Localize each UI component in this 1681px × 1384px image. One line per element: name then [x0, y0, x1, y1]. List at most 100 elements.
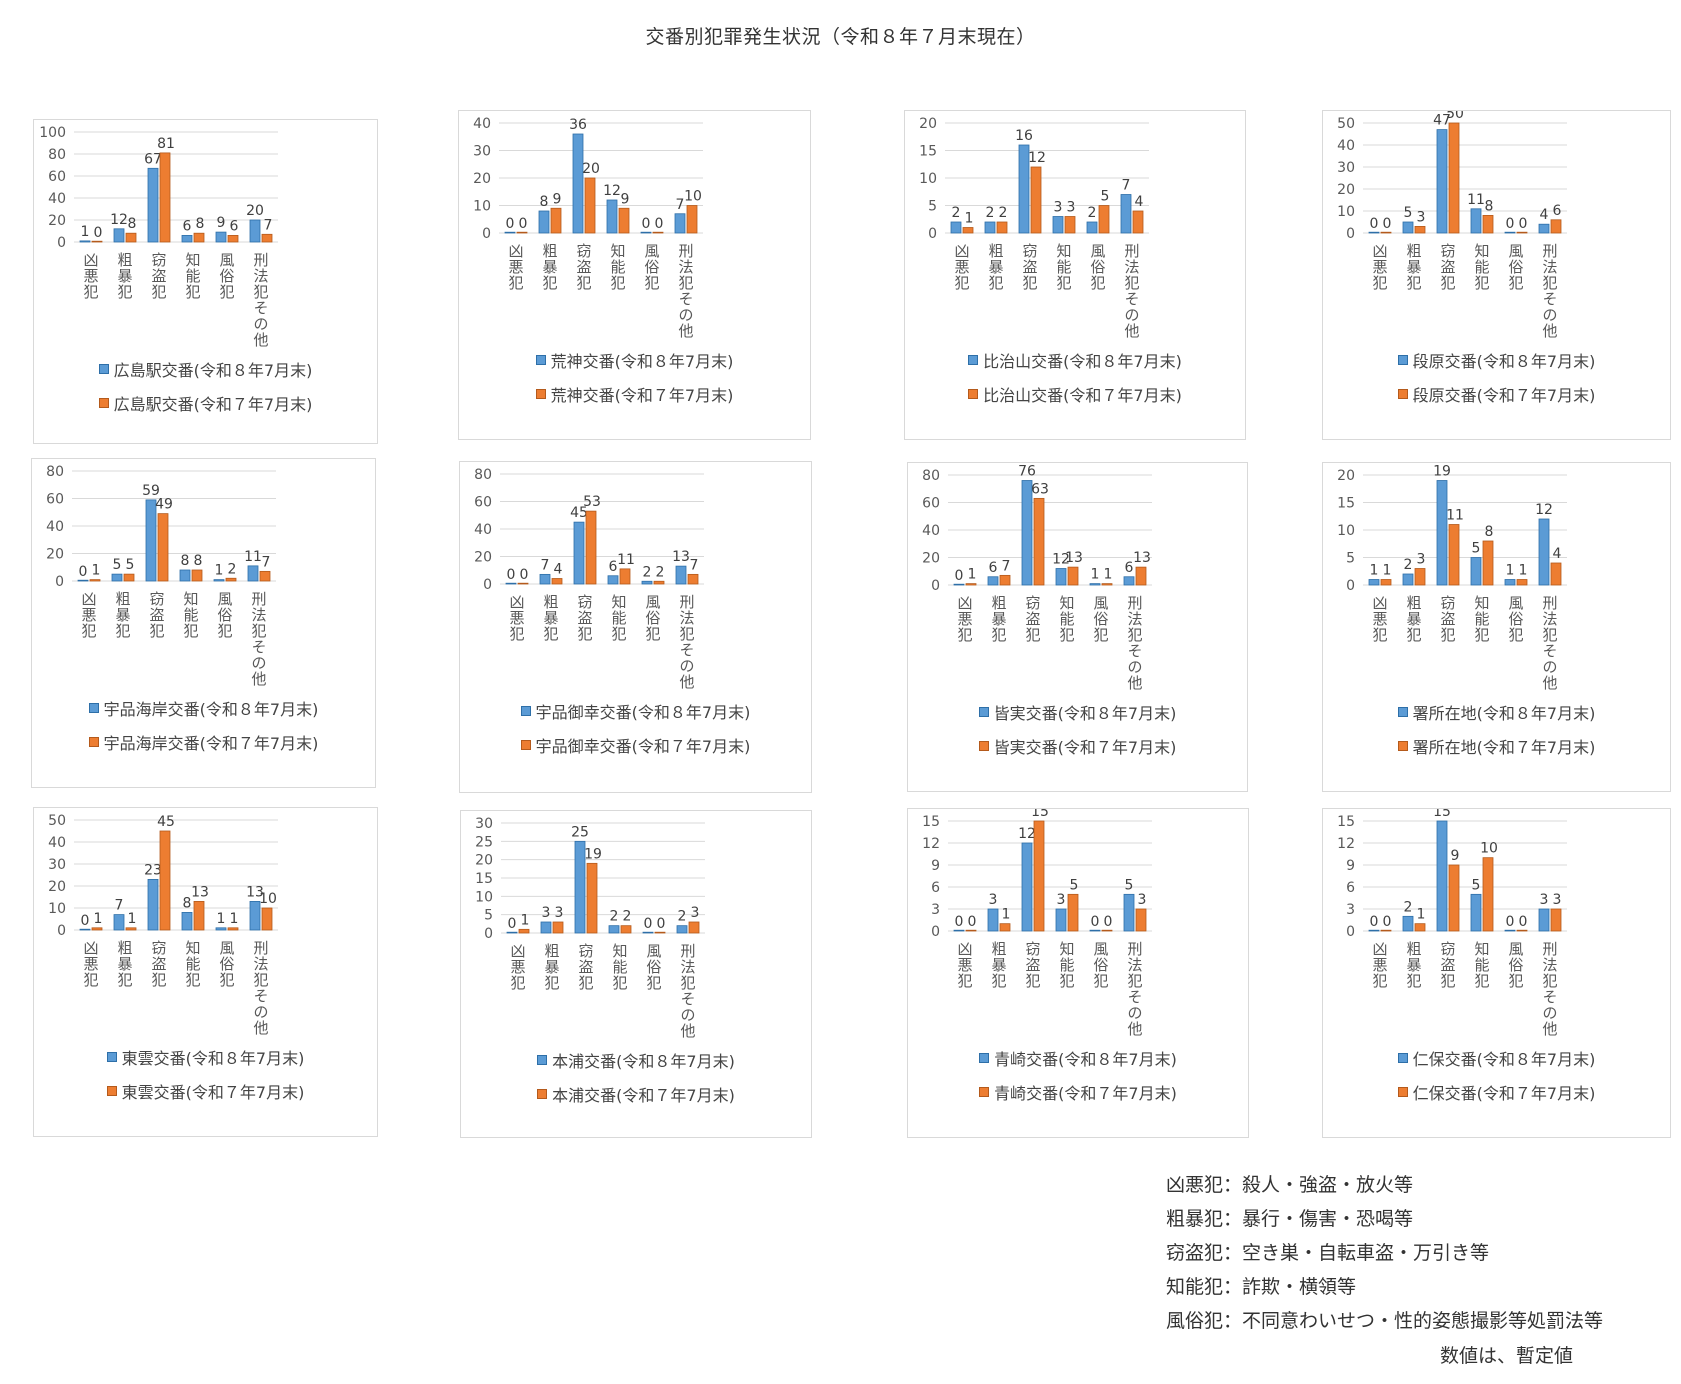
- data-label: 0: [94, 225, 103, 241]
- note-item: 風俗犯：不同意わいせつ・性的姿態撮影等処罰法等: [1166, 1310, 1604, 1332]
- data-label: 0: [81, 913, 90, 929]
- data-label: 20: [582, 161, 600, 177]
- data-label: 11: [1467, 192, 1485, 208]
- x-category-label: 知能犯: [612, 942, 627, 992]
- y-tick-label: 40: [1337, 138, 1355, 154]
- bar: [1402, 221, 1414, 234]
- bar: [1414, 226, 1426, 234]
- bar: [1380, 231, 1392, 234]
- svg-text:知: 知: [185, 251, 200, 269]
- svg-text:窃: 窃: [149, 590, 164, 608]
- svg-text:盗: 盗: [1025, 610, 1040, 628]
- data-label: 47: [1433, 113, 1451, 129]
- bar: [965, 583, 977, 586]
- x-category-label: 凶悪犯: [509, 593, 524, 643]
- bar: [1021, 480, 1033, 586]
- data-label: 6: [230, 218, 239, 234]
- x-category-label: 凶悪犯: [1372, 940, 1387, 990]
- legend-entry: 本浦交番(令和７年7月末): [537, 1082, 735, 1106]
- bar: [1436, 820, 1448, 932]
- data-label: 67: [144, 151, 162, 167]
- x-category-label: 粗暴犯: [1406, 242, 1421, 292]
- bar: [125, 927, 137, 931]
- data-label: 7: [676, 197, 685, 213]
- data-label: 1: [217, 911, 226, 927]
- svg-text:盗: 盗: [151, 955, 166, 973]
- bar: [159, 830, 171, 931]
- data-label: 7: [1122, 178, 1131, 194]
- x-category-label: 風俗犯: [644, 242, 659, 292]
- svg-text:風: 風: [1093, 594, 1108, 612]
- data-label: 6: [1125, 560, 1134, 576]
- svg-text:凶: 凶: [954, 242, 969, 260]
- svg-text:悪: 悪: [957, 610, 972, 628]
- x-category-label: 粗暴犯: [543, 593, 558, 643]
- legend-entry: 比治山交番(令和８年7月末): [968, 348, 1182, 372]
- svg-text:粗: 粗: [1406, 594, 1421, 612]
- bar: [1135, 566, 1147, 586]
- x-category-label: 粗暴犯: [991, 594, 1006, 644]
- svg-text:他: 他: [1542, 1020, 1557, 1038]
- svg-text:犯: 犯: [988, 274, 1003, 292]
- svg-text:知: 知: [1474, 594, 1489, 612]
- bar: [181, 912, 193, 931]
- x-category-label: 凶悪犯: [954, 242, 969, 292]
- data-label: 3: [1138, 892, 1147, 908]
- svg-text:盗: 盗: [151, 267, 166, 285]
- x-category-label: 風俗犯: [646, 942, 661, 992]
- svg-text:風: 風: [1508, 594, 1523, 612]
- svg-text:犯: 犯: [510, 974, 525, 992]
- data-label: 9: [553, 191, 562, 207]
- bar: [1086, 221, 1098, 234]
- data-label: 76: [1018, 464, 1036, 480]
- data-label: 15: [1031, 809, 1049, 820]
- svg-text:犯: 犯: [544, 974, 559, 992]
- bar: [1067, 566, 1079, 586]
- data-label: 13: [191, 884, 209, 900]
- y-tick-label: 60: [46, 492, 64, 508]
- legend-label: 宇品海岸交番(令和７年7月末): [103, 734, 319, 753]
- svg-text:風: 風: [219, 251, 234, 269]
- svg-text:粗: 粗: [544, 942, 559, 960]
- svg-text:の: の: [251, 654, 266, 672]
- y-tick-label: 20: [473, 171, 491, 187]
- legend-entry: 広島駅交番(令和７年7月末): [98, 391, 312, 415]
- bar: [227, 235, 239, 243]
- data-label: 0: [79, 564, 88, 580]
- svg-text:犯: 犯: [1127, 972, 1142, 990]
- bar: [962, 227, 974, 234]
- data-label: 3: [555, 905, 564, 921]
- legend-entry: 荒神交番(令和８年7月末): [535, 348, 733, 372]
- bar: [259, 570, 271, 582]
- data-label: 0: [1519, 914, 1528, 930]
- svg-text:刑: 刑: [679, 593, 694, 611]
- svg-text:犯: 犯: [1127, 626, 1142, 644]
- svg-text:能: 能: [1474, 610, 1489, 628]
- bar: [619, 568, 631, 585]
- svg-text:暴: 暴: [544, 958, 559, 976]
- svg-text:犯: 犯: [1022, 274, 1037, 292]
- data-label: 1: [92, 563, 101, 579]
- x-category-label: 窃盗犯: [578, 942, 593, 992]
- data-label: 5: [1472, 541, 1481, 557]
- y-tick-label: 20: [919, 116, 937, 132]
- legend-swatch: [98, 398, 109, 408]
- legend-swatch: [537, 1055, 548, 1065]
- data-label: 50: [1446, 111, 1464, 122]
- data-label: 2: [623, 909, 632, 925]
- bar: [1470, 893, 1482, 932]
- svg-text:犯: 犯: [115, 622, 130, 640]
- data-label: 0: [520, 567, 529, 583]
- chart-panel: 0 20 40 60 80 0 5 59 8 1 11 1 5 49 8 2 7 凶悪犯粗暴犯窃盗犯知能犯風俗犯刑…: [31, 458, 376, 788]
- bar: [1538, 223, 1550, 234]
- data-label: 2: [986, 205, 995, 221]
- svg-text:の: の: [678, 306, 693, 324]
- svg-text:悪: 悪: [81, 606, 96, 624]
- svg-text:悪: 悪: [83, 267, 98, 285]
- y-tick-label: 10: [48, 901, 66, 917]
- svg-text:犯: 犯: [1124, 274, 1139, 292]
